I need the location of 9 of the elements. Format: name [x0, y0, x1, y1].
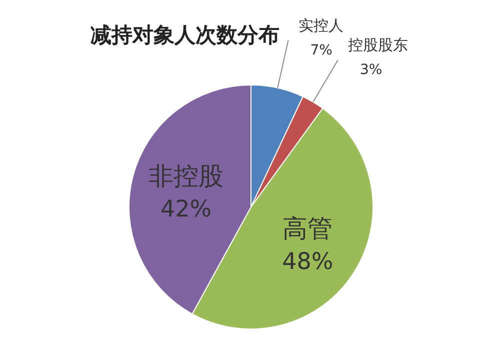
slice-label: 高管 [282, 214, 333, 243]
data-label: 7% [310, 42, 332, 58]
slice-label: 控股股东 [348, 36, 408, 54]
data-label: 3% [360, 62, 382, 78]
chart-title: 减持对象人次数分布 [90, 23, 280, 47]
slice-label: 非控股 [148, 161, 224, 190]
slice-label: 实控人 [298, 16, 344, 34]
data-label: 42% [160, 196, 212, 222]
data-label: 48% [282, 248, 334, 275]
